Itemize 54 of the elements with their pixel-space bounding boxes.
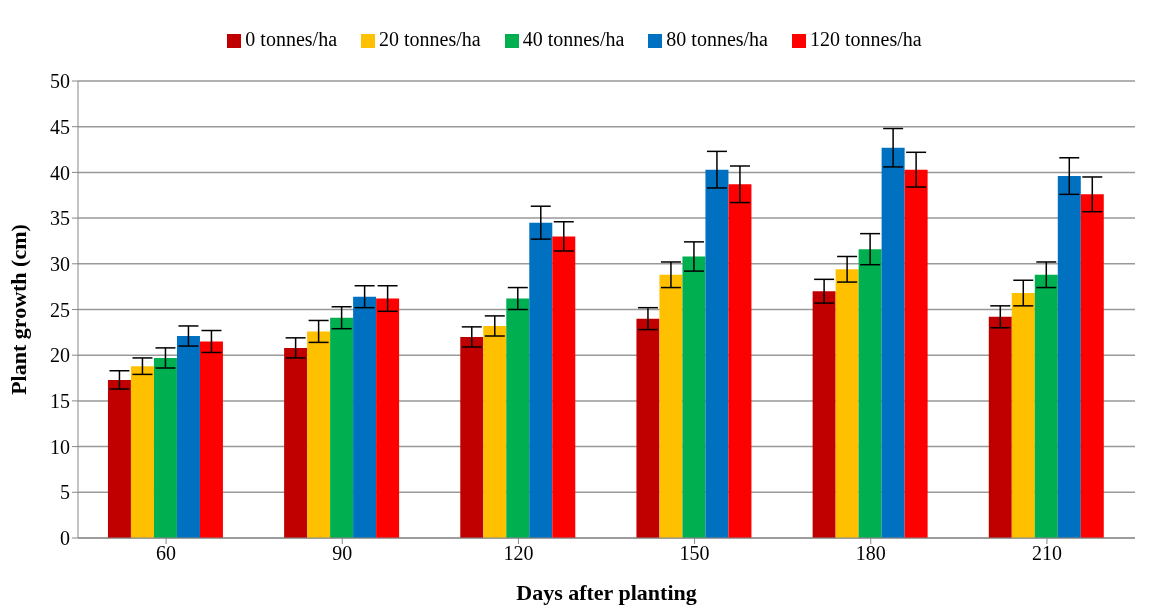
bar — [199, 341, 223, 538]
bar — [483, 325, 507, 538]
bar — [353, 296, 377, 538]
bar — [176, 336, 200, 538]
bar — [659, 274, 683, 538]
y-tick-label: 15 — [50, 390, 70, 412]
y-tick-label: 10 — [50, 435, 70, 458]
bar — [988, 316, 1012, 538]
x-axis-title: Days after planting — [516, 580, 697, 605]
y-tick-label: 5 — [60, 481, 70, 504]
bar — [858, 249, 882, 538]
y-tick-label: 45 — [50, 115, 70, 138]
x-tick-label: 120 — [503, 542, 534, 565]
x-tick-label: 210 — [1031, 542, 1062, 565]
bar — [460, 336, 484, 538]
bar — [705, 169, 729, 538]
bar — [881, 147, 905, 538]
x-tick-label: 180 — [855, 542, 886, 565]
bar — [636, 318, 660, 538]
bar — [728, 184, 752, 538]
x-tick-label: 150 — [679, 542, 710, 565]
legend-label: 120 tonnes/ha — [809, 28, 922, 50]
bar — [1011, 293, 1035, 538]
bar — [307, 331, 331, 538]
bar — [835, 269, 859, 538]
bar — [284, 347, 308, 538]
bar — [153, 357, 177, 538]
legend-label: 20 tonnes/ha — [379, 28, 481, 50]
y-tick-label: 25 — [50, 298, 70, 321]
y-tick-label: 35 — [50, 207, 70, 230]
bar — [904, 169, 928, 538]
bar — [506, 298, 530, 538]
legend-label: 40 tonnes/ha — [522, 28, 625, 50]
bar — [376, 298, 400, 538]
y-tick-label: 50 — [50, 70, 70, 93]
y-tick-label: 40 — [50, 161, 70, 184]
bar — [552, 236, 576, 538]
bar — [107, 379, 131, 538]
x-tick-label: 90 — [332, 542, 353, 565]
bar — [812, 291, 836, 538]
x-tick-label: 60 — [156, 542, 177, 565]
y-tick-label: 0 — [60, 527, 70, 550]
bar — [1080, 194, 1104, 538]
y-axis-title: Plant growth (cm) — [5, 224, 31, 395]
bar — [1034, 274, 1058, 538]
bar — [130, 366, 154, 538]
bar — [682, 256, 706, 538]
y-tick-label: 30 — [50, 252, 70, 275]
bar — [330, 317, 354, 538]
y-tick-label: 20 — [50, 344, 70, 367]
bar — [1057, 176, 1081, 538]
legend-label: 80 tonnes/ha — [666, 28, 768, 50]
legend-label: 0 tonnes/ha — [245, 28, 338, 50]
bar — [529, 222, 553, 538]
